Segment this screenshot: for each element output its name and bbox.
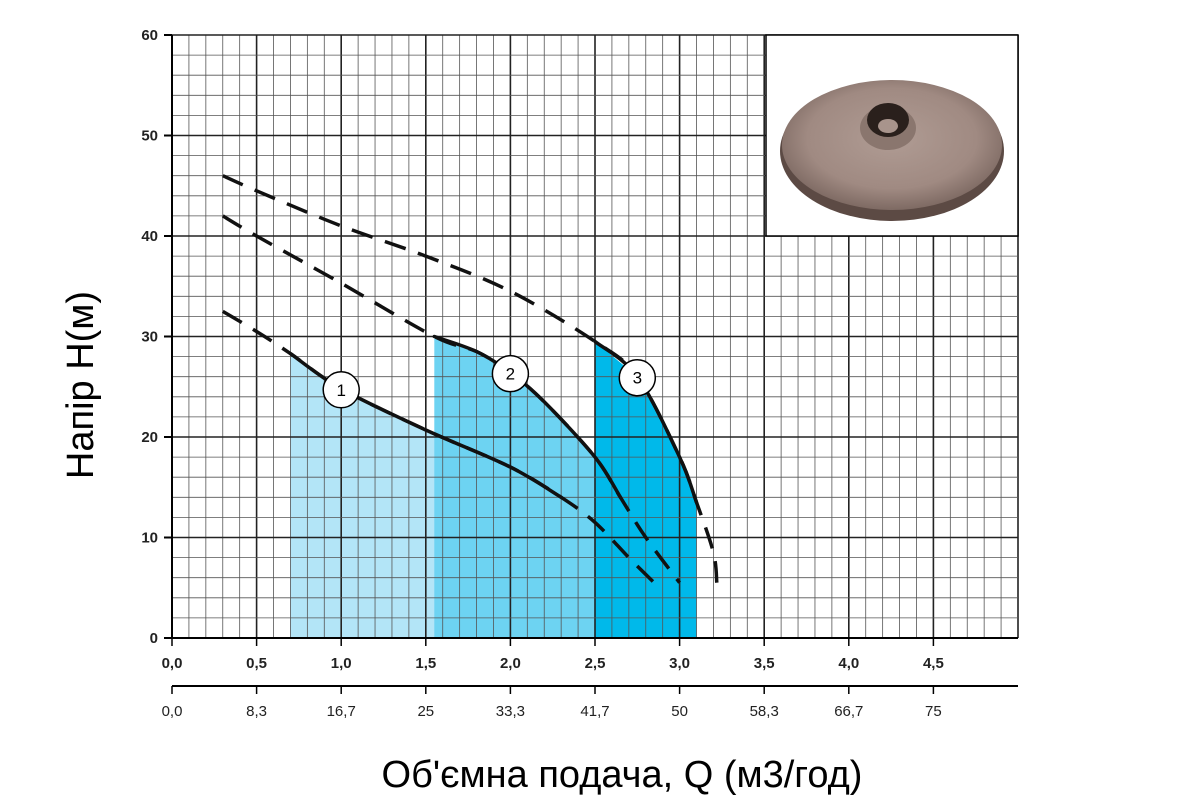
curve-3-work <box>593 339 699 505</box>
x-tick-label-primary: 2,0 <box>500 655 521 672</box>
x-tick-label-primary: 1,0 <box>331 655 352 672</box>
curve-3-extended <box>222 174 719 583</box>
y-tick-label: 50 <box>141 128 158 145</box>
curve-label-circle-2 <box>491 354 530 393</box>
y-tick-label: 10 <box>141 530 158 547</box>
curve-label-2: 2 <box>506 365 515 384</box>
curve-2-work <box>432 334 623 500</box>
y-tick-label: 30 <box>141 329 158 346</box>
grid <box>171 34 1019 639</box>
x-tick-label-primary: 4,0 <box>838 655 859 672</box>
y-tick-label: 0 <box>150 630 158 647</box>
x-tick-label-secondary: 41,7 <box>580 703 609 720</box>
y-tick-label: 60 <box>141 27 158 44</box>
x-tick-label-primary: 3,5 <box>754 655 775 672</box>
x-tick-label-secondary: 50 <box>671 703 688 720</box>
x-tick-label-secondary: 75 <box>925 703 942 720</box>
labels: 1 2 3 <box>322 354 657 409</box>
curve-label-1: 1 <box>336 381 345 400</box>
impeller-shaft <box>878 119 898 133</box>
x-tick-label-secondary: 16,7 <box>327 703 356 720</box>
curve-label-circle-3 <box>618 358 657 397</box>
curve-label-3: 3 <box>633 369 642 388</box>
x-tick-label-secondary: 25 <box>417 703 434 720</box>
axes: 0 10 20 30 40 50 60 0,0 0,5 1,0 1,5 2,0 2,5 3,0 3,5 4,0… <box>141 27 1018 720</box>
x-tick-label-primary: 0,0 <box>162 655 183 672</box>
x-tick-label-secondary: 0,0 <box>162 703 183 720</box>
x-tick-label-primary: 4,5 <box>923 655 944 672</box>
x-tick-label-primary: 0,5 <box>246 655 267 672</box>
x-tick-label-primary: 2,5 <box>585 655 606 672</box>
x-tick-label-secondary: 33,3 <box>496 703 525 720</box>
y-tick-label: 40 <box>141 228 158 245</box>
x-tick-label-secondary: 8,3 <box>246 703 267 720</box>
curve-label-circle-1 <box>322 371 360 409</box>
x-tick-label-primary: 3,0 <box>669 655 690 672</box>
impeller-image <box>765 34 1019 237</box>
x-tick-label-primary: 1,5 <box>415 655 436 672</box>
x-tick-label-secondary: 58,3 <box>750 703 779 720</box>
x-axis-title: Об'ємна подача, Q (м3/год) <box>382 754 863 796</box>
y-tick-label: 20 <box>141 429 158 446</box>
y-axis-title: Напір Н(м) <box>60 291 102 479</box>
x-tick-label-secondary: 66,7 <box>834 703 863 720</box>
